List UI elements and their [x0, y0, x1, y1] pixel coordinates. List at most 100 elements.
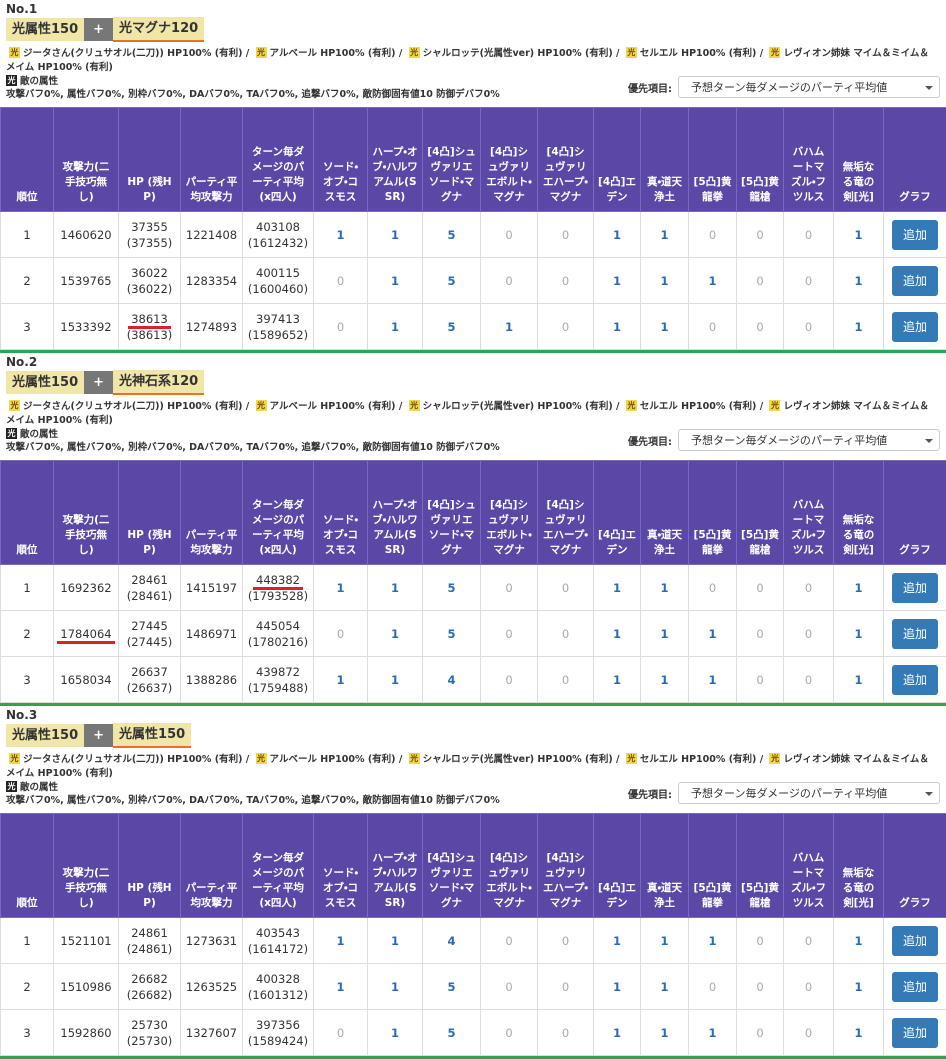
character-name: アルベール HP100% (有利)	[270, 48, 396, 59]
enemy-label: 敵の属性	[20, 76, 58, 87]
column-header: 真・道天浄土	[641, 461, 689, 565]
weapon-count: 0	[784, 212, 834, 258]
party-attack: 1283354	[181, 258, 243, 304]
weapon-count: 1	[689, 258, 737, 304]
add-button[interactable]: 追加	[892, 312, 938, 342]
character-name: セルエル HP100% (有利)	[640, 401, 757, 412]
summon-badge: 光マグナ120	[113, 17, 204, 42]
rank-value: 3	[23, 1026, 30, 1040]
header-row: 順位攻撃力(二手技巧無し)HP (残HP)パーティ平均攻撃力ターン毎ダメージのパ…	[1, 108, 946, 212]
party-attack: 1388286	[181, 657, 243, 703]
weapon-count: 0	[737, 1010, 784, 1056]
summon-badge: 光属性150	[6, 18, 84, 41]
column-header: 無垢なる竜の剣[光]	[834, 461, 884, 565]
column-header: 真・道天浄土	[641, 108, 689, 212]
rank: 3	[1, 304, 54, 350]
add-button[interactable]: 追加	[892, 619, 938, 649]
column-header: [4凸]エデン	[594, 108, 641, 212]
priority-select[interactable]: 予想ターン毎ダメージのパーティ平均値	[678, 782, 940, 804]
weapon-count: 1	[594, 1010, 641, 1056]
weapon-count: 1	[834, 657, 884, 703]
weapon-count: 1	[834, 918, 884, 964]
summon-badge: 光属性150	[6, 371, 84, 394]
hp-value: (38613)	[127, 328, 173, 342]
party-attack: 1221408	[181, 212, 243, 258]
character-name: シャルロッテ(光属性ver) HP100% (有利)	[423, 48, 613, 59]
weapon-count: 1	[594, 611, 641, 657]
weapon-count: 0	[737, 611, 784, 657]
weapon-count: 5	[423, 611, 481, 657]
add-button[interactable]: 追加	[892, 926, 938, 956]
add-button[interactable]: 追加	[892, 972, 938, 1002]
party-attack: 1327607	[181, 1010, 243, 1056]
weapon-count: 0	[689, 304, 737, 350]
weapon-count: 0	[538, 964, 594, 1010]
add-button[interactable]: 追加	[892, 573, 938, 603]
rank-value: 1	[23, 228, 30, 242]
weapon-count: 1	[641, 212, 689, 258]
separator: /	[760, 48, 763, 59]
column-header: [4凸]シュヴァリエソード・マグナ	[423, 108, 481, 212]
graph-cell: 追加	[884, 611, 946, 657]
weapon-count: 0	[314, 258, 368, 304]
priority-select[interactable]: 予想ターン毎ダメージのパーティ平均値	[678, 429, 940, 451]
graph-cell: 追加	[884, 657, 946, 703]
add-button[interactable]: 追加	[892, 1018, 938, 1048]
result-number: No.2	[0, 353, 946, 370]
hp-value: 27445	[131, 619, 168, 633]
summon-badge: 光属性150	[113, 723, 191, 748]
weapon-count: 1	[368, 918, 423, 964]
character-name: アルベール HP100% (有利)	[270, 754, 396, 765]
column-header: [5凸]黄龍拳	[689, 108, 737, 212]
hp-value: (25730)	[127, 1034, 173, 1048]
add-button[interactable]: 追加	[892, 665, 938, 695]
damage-value: (1600460)	[248, 282, 308, 296]
add-button[interactable]: 追加	[892, 220, 938, 250]
weapon-count: 1	[834, 565, 884, 611]
column-header: [5凸]黄龍槍	[737, 461, 784, 565]
priority-select[interactable]: 予想ターン毎ダメージのパーティ平均値	[678, 76, 940, 98]
column-header: [4凸]シュヴァリエハープ・マグナ	[538, 814, 594, 918]
enemy-label: 敵の属性	[20, 429, 58, 440]
attack: 1784064	[54, 611, 119, 657]
damage-value: (1612432)	[248, 236, 308, 250]
rank: 3	[1, 657, 54, 703]
badge-row: 光属性150+光マグナ120	[0, 17, 946, 41]
column-header: グラフ	[884, 814, 946, 918]
weapon-count: 0	[737, 657, 784, 703]
character-list: 光ジータさん(クリュサオル(二刀)) HP100% (有利) / 光アルベール …	[0, 747, 942, 781]
summon-badge: 光属性150	[6, 724, 84, 747]
column-header: パーティ平均攻撃力	[181, 814, 243, 918]
separator: /	[760, 754, 763, 765]
table-head: 順位攻撃力(二手技巧無し)HP (残HP)パーティ平均攻撃力ターン毎ダメージのパ…	[1, 108, 946, 212]
weapon-count: 4	[423, 918, 481, 964]
element-icon: 光	[6, 781, 17, 792]
weapon-count: 1	[834, 258, 884, 304]
badge-row: 光属性150+光神石系120	[0, 370, 946, 394]
priority: 優先項目:予想ターン毎ダメージのパーティ平均値	[628, 782, 940, 804]
attack: 1658034	[54, 657, 119, 703]
character-name: ジータさん(クリュサオル(二刀)) HP100% (有利)	[23, 48, 242, 59]
weapon-count: 1	[368, 964, 423, 1010]
element-icon: 光	[769, 753, 780, 764]
result-number: No.1	[0, 0, 946, 17]
damage-value: 403543	[256, 926, 300, 940]
separator: /	[246, 48, 249, 59]
hp-value: (36022)	[127, 282, 173, 296]
damage-value: (1589652)	[248, 328, 308, 342]
add-button[interactable]: 追加	[892, 266, 938, 296]
weapon-count: 0	[737, 964, 784, 1010]
weapon-count: 0	[481, 1010, 538, 1056]
hp-value: 26637	[131, 665, 168, 679]
column-header: 無垢なる竜の剣[光]	[834, 814, 884, 918]
party-attack-value: 1327607	[186, 1026, 237, 1040]
weapon-count: 1	[314, 964, 368, 1010]
column-header: グラフ	[884, 108, 946, 212]
attack: 1592860	[54, 1010, 119, 1056]
